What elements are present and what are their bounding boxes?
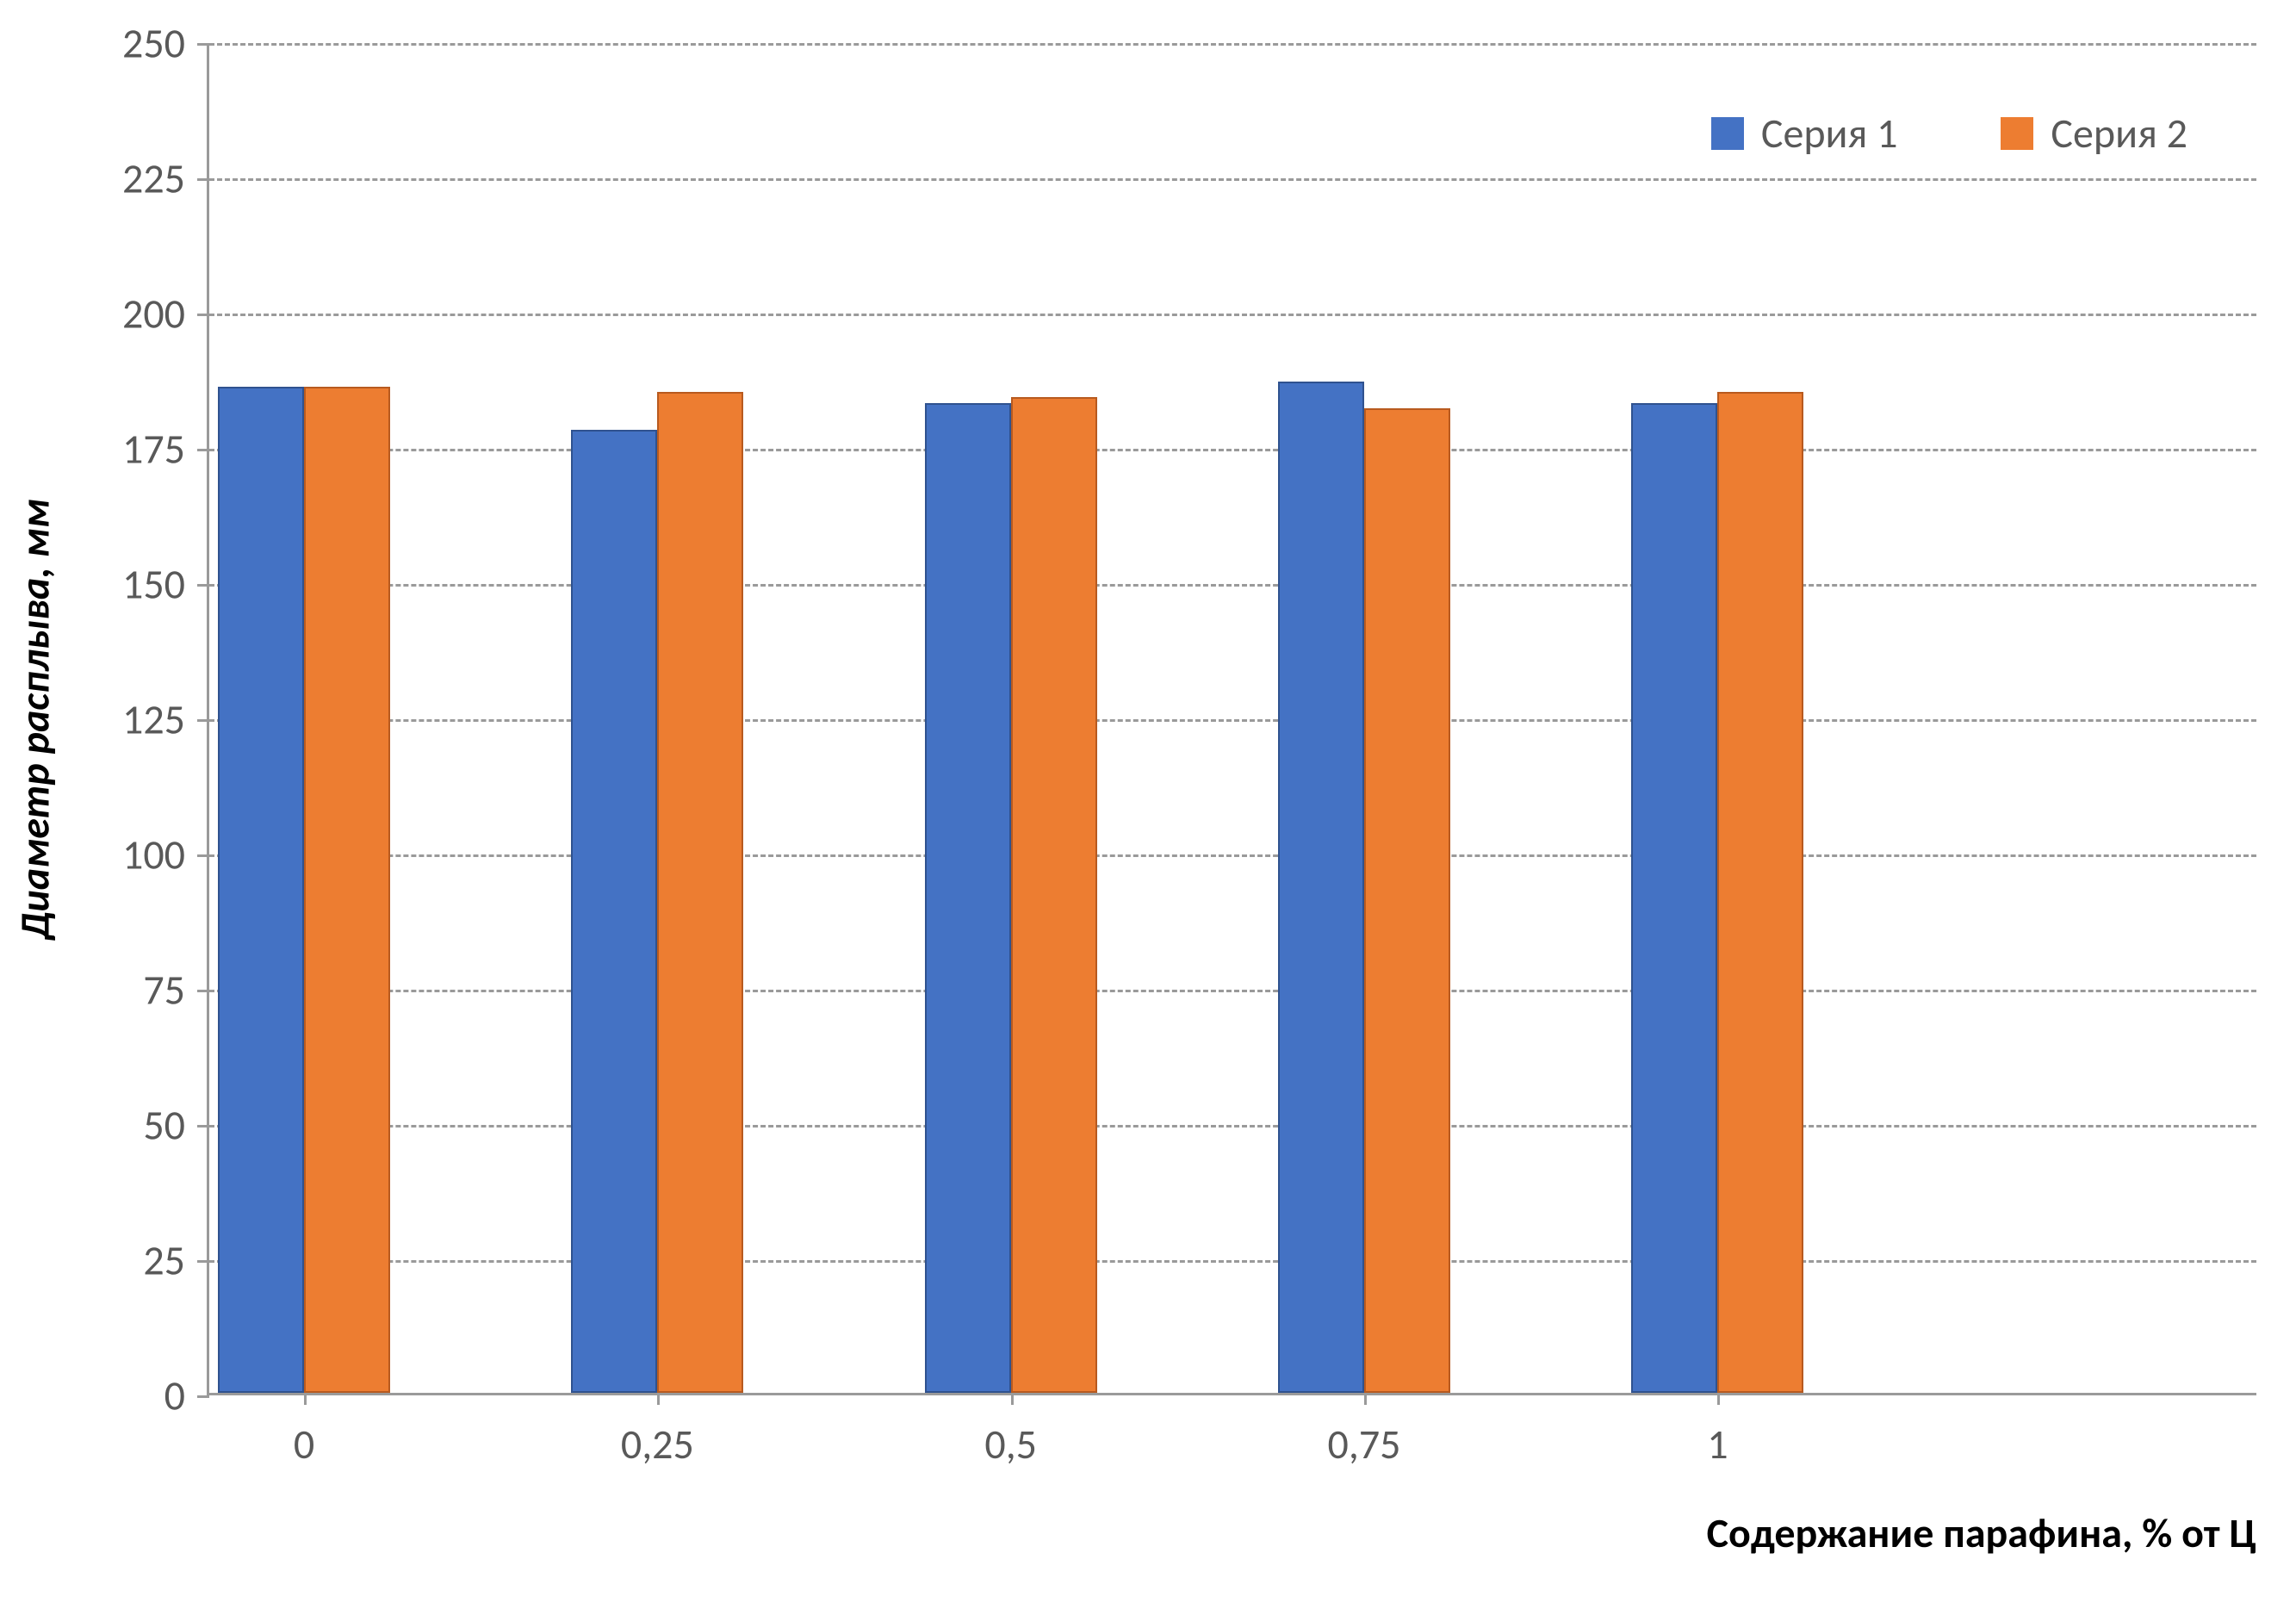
legend-swatch <box>1711 117 1744 150</box>
y-tick-label: 0 <box>164 1370 209 1421</box>
y-tick-label: 200 <box>122 289 209 339</box>
y-tick-label: 175 <box>122 424 209 475</box>
x-tick-mark <box>1011 1393 1014 1405</box>
bar <box>304 387 390 1393</box>
y-tick-label: 225 <box>122 153 209 204</box>
bar <box>1278 382 1364 1393</box>
gridline <box>209 719 2256 722</box>
y-tick-label: 250 <box>122 18 209 69</box>
bar <box>1717 392 1803 1393</box>
legend: Серия 1 Серия 2 <box>1711 108 2187 158</box>
x-axis-title: Содержание парафина, % от Ц <box>1707 1507 2256 1558</box>
bar <box>218 387 304 1393</box>
y-tick-label: 125 <box>122 694 209 745</box>
y-tick-label: 100 <box>122 829 209 880</box>
bar <box>571 430 657 1393</box>
gridline <box>209 1125 2256 1128</box>
legend-label: Серия 2 <box>2051 108 2187 158</box>
y-tick-label: 75 <box>143 965 209 1016</box>
legend-label: Серия 1 <box>1761 108 1898 158</box>
gridline <box>209 314 2256 316</box>
y-axis-title: Диаметр расплыва, мм <box>9 499 60 940</box>
gridline <box>209 178 2256 181</box>
gridline <box>209 584 2256 587</box>
bar <box>1011 397 1097 1393</box>
gridline <box>209 43 2256 46</box>
y-tick-label: 150 <box>122 559 209 610</box>
y-tick-label: 25 <box>143 1235 209 1286</box>
x-tick-mark <box>304 1393 307 1405</box>
legend-swatch <box>2001 117 2033 150</box>
bar <box>925 403 1011 1393</box>
bar <box>657 392 743 1393</box>
bar <box>1631 403 1717 1393</box>
x-tick-mark <box>657 1393 660 1405</box>
gridline <box>209 1260 2256 1263</box>
x-tick-mark <box>1364 1393 1367 1405</box>
gridline <box>209 449 2256 451</box>
y-tick-label: 50 <box>143 1100 209 1151</box>
bar <box>1364 408 1450 1393</box>
legend-item: Серия 2 <box>2001 108 2187 158</box>
gridline <box>209 990 2256 992</box>
plot-area: 025507510012515017520022525000,250,50,75… <box>207 43 2256 1395</box>
gridline <box>209 854 2256 857</box>
legend-item: Серия 1 <box>1711 108 1898 158</box>
chart-container: 025507510012515017520022525000,250,50,75… <box>0 0 2296 1609</box>
x-tick-mark <box>1717 1393 1720 1405</box>
